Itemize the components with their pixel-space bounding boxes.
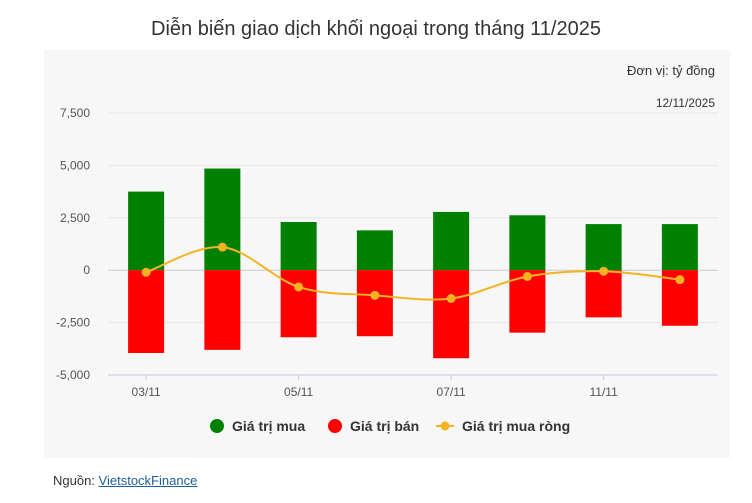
y-tick-label: -2,500: [56, 316, 90, 330]
net-value-point: [294, 282, 304, 292]
line-layer: [141, 242, 685, 303]
net-value-point: [446, 293, 456, 303]
legend-label: Giá trị mua ròng: [462, 418, 570, 434]
legend-item: Giá trị bán: [328, 418, 419, 434]
bar: [356, 230, 393, 271]
bars-layer: [128, 168, 698, 359]
grid-layer: [108, 112, 718, 376]
y-tick-label: 2,500: [60, 211, 90, 225]
net-value-point: [522, 271, 532, 281]
net-value-point: [675, 275, 685, 285]
net-value-point: [217, 242, 227, 252]
bar: [356, 270, 393, 337]
bar: [204, 168, 241, 271]
bar: [661, 224, 698, 271]
bar: [128, 270, 165, 353]
bar: [204, 270, 241, 350]
x-tick-label: 05/11: [284, 385, 313, 399]
y-tick-label: 5,000: [60, 158, 90, 172]
x-tick-label: 11/11: [590, 385, 619, 399]
legend-marker: [328, 419, 342, 433]
bar: [128, 191, 165, 271]
bar: [433, 270, 470, 359]
net-value-point: [370, 290, 380, 300]
unit-label: Đơn vị: tỷ đồng: [626, 63, 715, 78]
source-note: Nguồn: VietstockFinance: [53, 473, 197, 488]
axis-layer: 7,500 5,000 2,500 0 -2,500 -5,000 03/11 05/11 07…: [56, 106, 718, 399]
legend-label: Giá trị bán: [350, 418, 419, 434]
x-tick-label: 03/11: [132, 385, 161, 399]
bar: [433, 211, 470, 271]
bar: [585, 270, 622, 318]
bar: [585, 224, 622, 271]
net-value-point: [141, 267, 151, 277]
net-value-point: [599, 266, 609, 276]
legend: Giá trị mua Giá trị bán Giá trị mua ròng: [210, 418, 570, 434]
y-tick-label: 7,500: [60, 106, 90, 120]
legend-marker: [440, 421, 450, 431]
bar: [280, 221, 317, 271]
y-tick-label: 0: [83, 263, 90, 277]
source-prefix: Nguồn:: [53, 473, 99, 488]
source-link[interactable]: VietstockFinance: [98, 473, 198, 488]
legend-label: Giá trị mua: [232, 418, 305, 434]
legend-marker: [210, 419, 224, 433]
chart-title: Diễn biến giao dịch khối ngoại trong thá…: [151, 18, 601, 40]
legend-item: Giá trị mua: [210, 418, 305, 434]
y-tick-label: -5,000: [56, 368, 90, 382]
x-tick-label: 07/11: [437, 385, 466, 399]
legend-item: Giá trị mua ròng: [436, 418, 570, 434]
bar: [509, 215, 546, 271]
date-label: 12/11/2025: [655, 96, 715, 110]
